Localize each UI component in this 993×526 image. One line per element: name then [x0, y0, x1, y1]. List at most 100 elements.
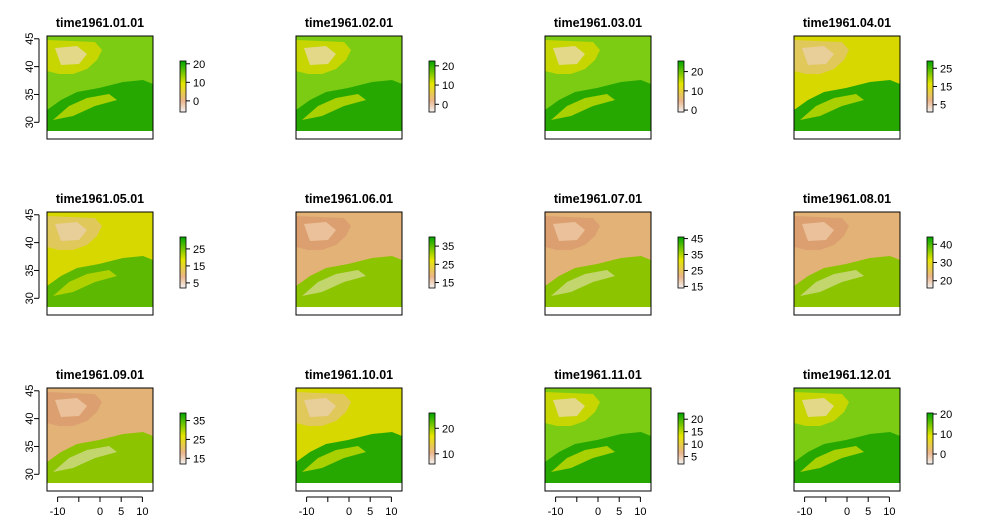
x-tick-label: -10: [299, 506, 315, 518]
map-iberia-highlands: [553, 46, 585, 65]
legend-tick-label: 15: [940, 82, 952, 94]
legend-tick-label: 20: [691, 67, 703, 79]
panel-frame: [295, 211, 403, 316]
panel-title: time1961.08.01: [803, 192, 891, 206]
panel-1: time1961.01.01 30 35 40 45 0 10 20: [24, 16, 205, 140]
panel-frame: [295, 35, 403, 140]
legend-tick-label: 10: [691, 86, 703, 98]
legend-bar: [677, 60, 685, 113]
legend-tick-label: 10: [193, 77, 205, 89]
map-iberia-highlands: [553, 398, 585, 417]
map-iberia-highlands: [55, 222, 87, 241]
panel-title: time1961.05.01: [56, 192, 144, 206]
panel-title: time1961.11.01: [554, 368, 642, 382]
map-iberia-highlands: [304, 222, 336, 241]
y-tick-label: 45: [24, 33, 36, 45]
legend-tick-label: 15: [691, 427, 703, 439]
legend-tick-label: 10: [940, 429, 952, 441]
panel-9: time1961.09.01 30 35 40 45 -10 0 5 10 15 25 35: [24, 368, 205, 518]
legend-bar: [179, 412, 187, 465]
map-africa-land: [794, 80, 900, 131]
legend-tick-label: 15: [193, 453, 205, 465]
legend-tick-label: 10: [691, 439, 703, 451]
panel-frame: [544, 387, 652, 492]
legend-tick-label: 25: [193, 244, 205, 256]
x-tick-label: 10: [385, 506, 397, 518]
y-tick-label: 45: [24, 385, 36, 397]
panel-frame: [46, 211, 154, 316]
y-tick-label: 40: [24, 60, 36, 72]
map-iberia-highlands: [802, 398, 834, 417]
panel-title: time1961.12.01: [803, 368, 891, 382]
legend-bar: [677, 236, 685, 289]
map-africa-land: [296, 256, 402, 307]
legend-bar: [677, 412, 685, 465]
legend-tick-label: 20: [691, 414, 703, 426]
panel-frame: [544, 211, 652, 316]
map-africa-land: [296, 80, 402, 131]
legend-tick-label: 25: [442, 259, 454, 271]
x-tick-label: 5: [616, 506, 622, 518]
legend-tick-label: 15: [193, 261, 205, 273]
legend-tick-label: 20: [940, 276, 952, 288]
legend-tick-label: 5: [940, 100, 946, 112]
legend-tick-label: 0: [691, 105, 697, 117]
legend-tick-label: 25: [193, 434, 205, 446]
legend-tick-label: 35: [193, 416, 205, 428]
map-atlas-mountains: [53, 94, 117, 120]
x-tick-label: 0: [595, 506, 601, 518]
legend-tick-label: 30: [940, 258, 952, 270]
panel-3: time1961.03.01 0 10 20: [544, 16, 703, 140]
legend-tick-label: 20: [193, 59, 205, 71]
x-tick-label: 5: [367, 506, 373, 518]
panel-title: time1961.10.01: [305, 368, 393, 382]
legend-tick-label: 10: [442, 449, 454, 461]
panel-12: time1961.12.01 -10 0 5 10 0 10 20: [793, 368, 952, 518]
y-tick-label: 45: [24, 209, 36, 221]
map-atlas-mountains: [800, 94, 864, 120]
panel-title: time1961.06.01: [305, 192, 393, 206]
x-tick-label: 0: [346, 506, 352, 518]
panel-7: time1961.07.01 15 25 35 45: [544, 192, 703, 316]
panel-frame: [46, 387, 154, 492]
map-atlas-mountains: [551, 446, 615, 472]
panel-frame: [46, 35, 154, 140]
legend-tick-label: 25: [940, 63, 952, 75]
x-tick-label: 0: [97, 506, 103, 518]
x-tick-label: 0: [844, 506, 850, 518]
legend-tick-label: 35: [442, 241, 454, 253]
panel-frame: [793, 387, 901, 492]
panel-title: time1961.09.01: [56, 368, 144, 382]
x-tick-label: 5: [865, 506, 871, 518]
legend-bar: [428, 236, 436, 289]
legend-bar: [428, 412, 436, 465]
legend-bar: [926, 236, 934, 289]
map-iberia-highlands: [304, 46, 336, 65]
map-iberia-highlands: [802, 222, 834, 241]
legend-tick-label: 15: [691, 281, 703, 293]
panel-2: time1961.02.01 0 10 20: [295, 16, 454, 140]
map-iberia-highlands: [55, 398, 87, 417]
y-tick-label: 30: [24, 116, 36, 128]
map-iberia-highlands: [304, 398, 336, 417]
y-tick-label: 40: [24, 236, 36, 248]
legend-tick-label: 5: [691, 452, 697, 464]
panel-5: time1961.05.01 30 35 40 45 5 15 25: [24, 192, 205, 316]
legend-bar: [179, 60, 187, 113]
y-tick-label: 40: [24, 412, 36, 424]
x-tick-label: 10: [883, 506, 895, 518]
y-tick-label: 35: [24, 264, 36, 276]
legend-tick-label: 0: [940, 449, 946, 461]
legend-bar: [926, 412, 934, 465]
map-atlas-mountains: [53, 270, 117, 296]
legend-tick-label: 20: [442, 61, 454, 73]
map-africa-land: [545, 432, 651, 483]
panel-frame: [295, 387, 403, 492]
y-tick-label: 35: [24, 88, 36, 100]
panel-6: time1961.06.01 15 25 35: [295, 192, 454, 316]
map-atlas-mountains: [53, 446, 117, 472]
legend-bar: [179, 236, 187, 289]
panel-title: time1961.01.01: [56, 16, 144, 30]
